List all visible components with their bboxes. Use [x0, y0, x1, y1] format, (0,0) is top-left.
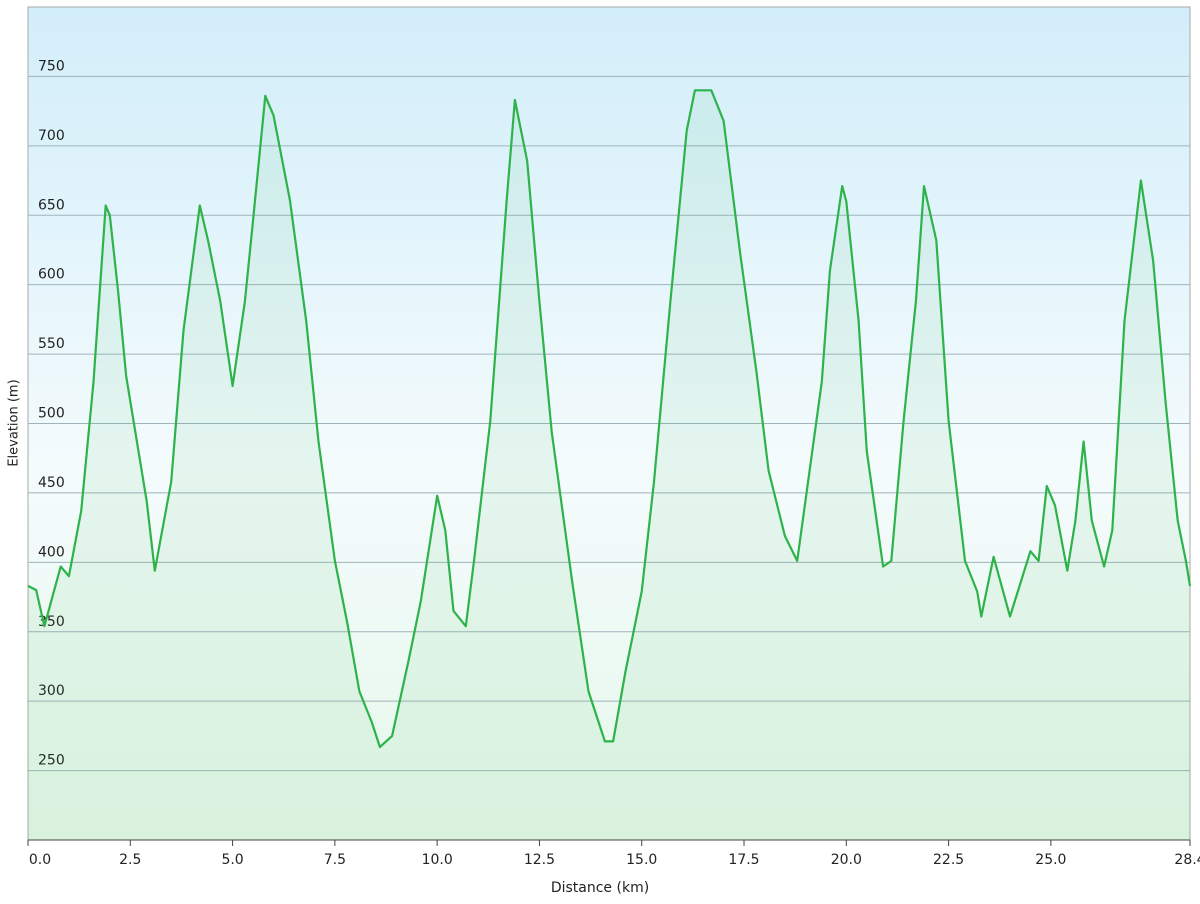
y-tick-label: 450	[38, 475, 65, 491]
x-axis-title: Distance (km)	[551, 880, 649, 896]
elevation-line	[27, 89, 1192, 749]
x-tick-label: 25.0	[1035, 852, 1066, 868]
y-tick-label: 400	[38, 544, 65, 560]
y-tick-label: 600	[38, 267, 65, 283]
x-tick-label: 10.0	[422, 852, 453, 868]
x-tick-label: 22.5	[933, 852, 964, 868]
x-tick-label: 0.0	[29, 852, 51, 868]
x-tick-label: 15.0	[626, 852, 657, 868]
y-tick-label: 250	[38, 753, 65, 769]
x-tick-label: 12.5	[524, 852, 555, 868]
x-tick-label: 17.5	[728, 852, 759, 868]
y-tick-label: 700	[38, 128, 65, 144]
y-tick-label: 650	[38, 197, 65, 213]
y-tick-label: 300	[38, 683, 65, 699]
x-tick-label: 28.4	[1174, 852, 1200, 868]
y-tick-label: 500	[38, 406, 65, 422]
y-tick-label: 750	[38, 58, 65, 74]
y-axis-title: Elevation (m)	[7, 379, 22, 466]
area-fill	[28, 90, 1190, 841]
x-tick-label: 7.5	[324, 852, 346, 868]
x-tick-label: 2.5	[119, 852, 141, 868]
y-tick-label: 550	[38, 336, 65, 352]
x-tick-label: 20.0	[831, 852, 862, 868]
x-tick-label: 5.0	[221, 852, 243, 868]
